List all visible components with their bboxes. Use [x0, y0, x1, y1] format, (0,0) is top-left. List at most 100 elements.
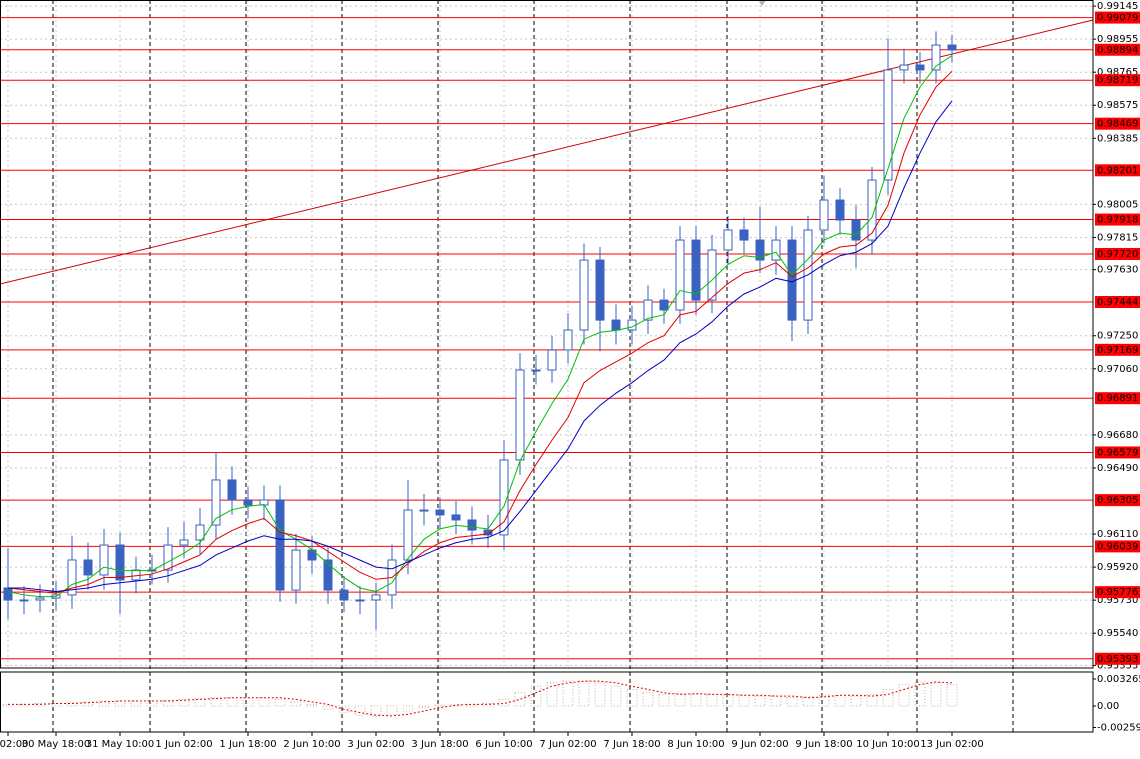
level-label-box: [1095, 11, 1140, 24]
level-label: 0.96891: [1097, 393, 1138, 404]
level-label: 0.98719: [1097, 75, 1138, 86]
level-label-box: [1095, 247, 1140, 260]
candle-body: [867, 179, 877, 241]
histogram-bar: [706, 693, 718, 707]
x-tick-label: 7 Jun 18:00: [603, 739, 660, 750]
level-label: 0.96039: [1097, 541, 1138, 552]
histogram-bar: [914, 681, 926, 707]
candle-body: [515, 369, 525, 461]
candle-body: [611, 319, 621, 331]
histogram-bar: [82, 701, 94, 707]
histogram-bar: [66, 702, 78, 707]
y-tick-label: 0.96110: [1097, 529, 1138, 540]
candle-body: [691, 239, 701, 301]
y-tick-label: 0.003265: [1097, 674, 1140, 685]
candle-body: [275, 499, 285, 591]
histogram-bar: [578, 680, 590, 707]
candle-body: [35, 597, 45, 601]
x-tick-label: 9 Jun 18:00: [795, 739, 852, 750]
candle-body: [371, 594, 381, 601]
moving-average: [8, 100, 953, 592]
histogram-bar: [130, 700, 142, 707]
candle-body: [499, 459, 509, 536]
histogram-bar: [626, 688, 638, 707]
histogram-bar: [946, 683, 958, 707]
histogram-bar: [882, 688, 894, 707]
level-label-box: [1095, 164, 1140, 177]
candle-body: [339, 589, 349, 601]
candle-body: [163, 544, 173, 571]
histogram-bar: [658, 693, 670, 707]
y-tick-label: 0.98575: [1097, 100, 1138, 111]
x-tick-label: 1 Jun 18:00: [219, 739, 276, 750]
y-tick-label: 0.98955: [1097, 34, 1138, 45]
level-label: 0.95776: [1097, 587, 1138, 598]
y-tick-label: 0.95730: [1097, 595, 1138, 606]
x-tick-label: 30 May 18:00: [22, 739, 91, 750]
y-tick-label: -0.002593: [1097, 722, 1140, 733]
histogram-bar: [178, 698, 190, 707]
level-label: 0.99079: [1097, 13, 1138, 24]
histogram-bar: [930, 682, 942, 707]
candle-body: [483, 529, 493, 536]
candle-body: [851, 219, 861, 241]
candle-body: [323, 559, 333, 591]
candle-body: [467, 519, 477, 531]
y-tick-label: 0.97815: [1097, 232, 1138, 243]
level-label: 0.98894: [1097, 45, 1138, 56]
candle-body: [227, 479, 237, 501]
level-label-box: [1095, 540, 1140, 553]
candle-body: [835, 199, 845, 221]
histogram-bar: [738, 694, 750, 707]
histogram-bar: [818, 694, 830, 707]
histogram-bar: [338, 705, 350, 714]
histogram-bar: [898, 683, 910, 707]
histogram-bar: [866, 693, 878, 707]
histogram-bar: [514, 692, 526, 707]
moving-average: [7, 55, 953, 598]
level-label-box: [1095, 117, 1140, 130]
y-tick-label: 0.99145: [1097, 1, 1138, 12]
candle-body: [19, 599, 29, 602]
candle-body: [659, 299, 669, 311]
y-tick-label: 0.97250: [1097, 331, 1138, 342]
candle-body: [723, 229, 733, 251]
x-tick-label: 1 Jun 02:00: [155, 739, 212, 750]
candle-body: [115, 544, 125, 581]
y-tick-label: 0.96490: [1097, 463, 1138, 474]
indicator-frame: [0, 671, 1094, 733]
histogram-bar: [722, 694, 734, 707]
level-label: 0.96305: [1097, 495, 1138, 506]
x-tick-label: 31 May 10:00: [86, 739, 155, 750]
x-tick-label: 6 Jun 10:00: [475, 739, 532, 750]
candle-body: [195, 524, 205, 541]
candle-body: [947, 44, 957, 51]
level-label: 0.96579: [1097, 447, 1138, 458]
x-tick-label: 13 Jun 02:00: [920, 739, 984, 750]
y-tick-label: 0.97630: [1097, 265, 1138, 276]
histogram-bar: [754, 695, 766, 707]
histogram-bar: [498, 698, 510, 707]
histogram-bar: [642, 692, 654, 707]
histogram-bar: [434, 704, 446, 707]
candle-body: [819, 199, 829, 231]
y-tick-label: 0.95920: [1097, 562, 1138, 573]
candle-body: [435, 509, 445, 516]
level-label-box: [1095, 213, 1140, 226]
candle-body: [563, 329, 573, 351]
candle-body: [931, 44, 941, 71]
histogram-bar: [690, 693, 702, 707]
histogram-bar: [402, 705, 414, 712]
candle-body: [915, 64, 925, 71]
level-label: 0.95393: [1097, 654, 1138, 665]
level-label: 0.97444: [1097, 297, 1138, 308]
y-tick-label: 0.96680: [1097, 430, 1138, 441]
candle-body: [595, 259, 605, 321]
histogram-bar: [546, 682, 558, 707]
y-tick-label: 0.95540: [1097, 628, 1138, 639]
candle-body: [451, 514, 461, 521]
histogram-bar: [562, 680, 574, 707]
x-tick-label: 3 Jun 18:00: [411, 739, 468, 750]
candle-body: [419, 509, 429, 512]
